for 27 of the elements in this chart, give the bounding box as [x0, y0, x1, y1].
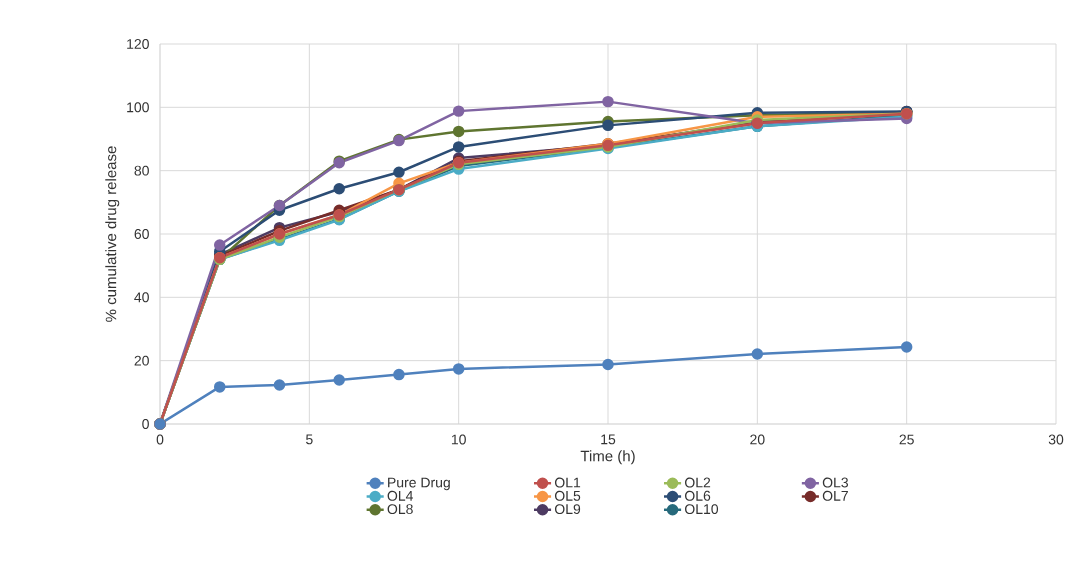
x-axis-title: Time (h)	[580, 450, 635, 465]
legend-label: OL5	[554, 490, 581, 501]
legend-label: OL1	[554, 477, 581, 488]
x-tick-label: 30	[1048, 434, 1064, 445]
y-tick-label: 40	[134, 292, 149, 303]
y-tick-label: 120	[127, 39, 149, 49]
y-tick-label: 80	[134, 165, 149, 176]
legend-label: OL2	[685, 477, 711, 488]
legend-label: OL9	[554, 504, 581, 515]
y-tick-label: 0	[142, 419, 149, 429]
legend-label: OL8	[387, 504, 413, 515]
legend-label: OL4	[387, 490, 413, 501]
x-tick-label: 0	[156, 434, 164, 445]
legend-label: OL6	[685, 490, 711, 501]
y-tick-label: 100	[127, 102, 149, 113]
y-axis-title: % cumulative drug release	[105, 146, 120, 322]
x-tick-label: 20	[750, 434, 765, 445]
y-tick-label: 20	[134, 355, 149, 366]
legend-label: OL10	[685, 504, 719, 515]
x-tick-label: 25	[899, 434, 914, 445]
legend-label: OL7	[822, 490, 848, 501]
x-tick-label: 10	[451, 434, 466, 445]
x-tick-label: 5	[306, 434, 313, 445]
legend-label: OL3	[822, 477, 849, 488]
legend-label: Pure Drug	[388, 477, 450, 491]
y-tick-label: 60	[134, 229, 149, 239]
x-tick-label: 15	[601, 434, 616, 445]
